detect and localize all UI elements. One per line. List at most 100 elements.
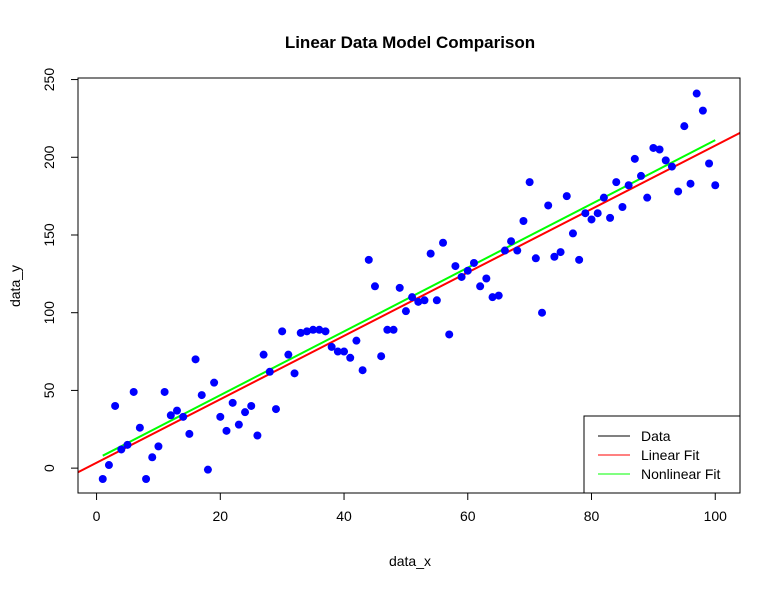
legend-label-data: Data (641, 428, 671, 444)
data-point (606, 213, 615, 222)
data-point (698, 106, 707, 115)
data-point (655, 145, 664, 154)
legend-label-linear-fit: Linear Fit (641, 447, 699, 463)
data-point (674, 187, 683, 196)
data-point (686, 179, 695, 188)
data-point (575, 255, 584, 264)
x-tick-label: 40 (336, 508, 352, 524)
data-point (414, 297, 423, 306)
linear-fit-line (78, 132, 740, 474)
legend: Data Linear Fit Nonlinear Fit (583, 415, 741, 494)
x-tick-label: 20 (213, 508, 229, 524)
data-point (185, 429, 194, 438)
data-point (531, 254, 540, 263)
x-tick-label: 0 (93, 508, 101, 524)
data-point (284, 350, 293, 359)
data-point (129, 387, 138, 396)
data-point (587, 215, 596, 224)
data-point (321, 327, 330, 336)
data-point (451, 262, 460, 271)
data-point (513, 246, 522, 255)
data-point (482, 274, 491, 283)
data-point (166, 411, 175, 420)
data-point (203, 465, 212, 474)
data-point (538, 308, 547, 317)
y-tick-label: 150 (41, 223, 57, 247)
data-point (507, 237, 516, 246)
data-point (135, 423, 144, 432)
data-point (599, 193, 608, 202)
y-tick-label: 250 (41, 68, 57, 92)
data-point (340, 347, 349, 356)
data-point (383, 325, 392, 334)
data-point (191, 355, 200, 364)
data-point (643, 193, 652, 202)
data-point (426, 249, 435, 258)
data-point (476, 282, 485, 291)
data-point (408, 293, 417, 302)
y-tick-label: 0 (41, 464, 57, 472)
data-point (346, 353, 355, 362)
data-point (637, 171, 646, 180)
data-point (568, 229, 577, 238)
data-point (104, 461, 113, 470)
data-point (593, 209, 602, 218)
data-point (247, 401, 256, 410)
data-point (111, 401, 120, 410)
data-point (711, 181, 720, 190)
data-point (241, 408, 250, 417)
data-point (432, 296, 441, 305)
data-points (98, 89, 720, 484)
y-tick-label: 200 (41, 145, 57, 169)
data-point (519, 216, 528, 225)
legend-label-nonlinear-fit: Nonlinear Fit (641, 466, 720, 482)
data-point (469, 258, 478, 267)
data-point (222, 426, 231, 435)
data-point (463, 266, 472, 275)
data-point (370, 282, 379, 291)
data-point (358, 366, 367, 375)
data-point (420, 296, 429, 305)
chart-title: Linear Data Model Comparison (285, 33, 535, 52)
data-point (562, 192, 571, 201)
data-point (123, 440, 132, 449)
data-point (692, 89, 701, 98)
data-point (302, 327, 311, 336)
data-point (364, 255, 373, 264)
data-point (618, 203, 627, 212)
data-point (278, 327, 287, 336)
data-point (253, 431, 262, 440)
data-point (556, 248, 565, 257)
data-point (439, 238, 448, 247)
data-point (148, 453, 157, 462)
data-point (154, 442, 163, 451)
data-point (377, 352, 386, 361)
data-point (98, 475, 107, 484)
x-tick-label: 100 (704, 508, 728, 524)
data-point (581, 209, 590, 218)
data-point (259, 350, 268, 359)
data-point (649, 143, 658, 152)
data-point (234, 420, 243, 429)
data-point (327, 342, 336, 351)
data-point (488, 293, 497, 302)
data-point (630, 154, 639, 163)
data-point (401, 307, 410, 316)
y-axis: 0 50 100 150 200 250 (41, 68, 79, 472)
data-point (624, 181, 633, 190)
data-point (680, 122, 689, 131)
data-point (228, 398, 237, 407)
x-tick-label: 80 (584, 508, 600, 524)
data-point (550, 252, 559, 261)
data-point (667, 162, 676, 171)
x-axis-label: data_x (389, 553, 431, 569)
y-tick-label: 50 (41, 382, 57, 398)
data-point (352, 336, 361, 345)
y-axis-label: data_y (7, 265, 23, 307)
y-tick-label: 100 (41, 301, 57, 325)
data-point (296, 328, 305, 337)
data-point (457, 272, 466, 281)
data-point (395, 283, 404, 292)
data-point (315, 325, 324, 334)
data-point (271, 405, 280, 414)
